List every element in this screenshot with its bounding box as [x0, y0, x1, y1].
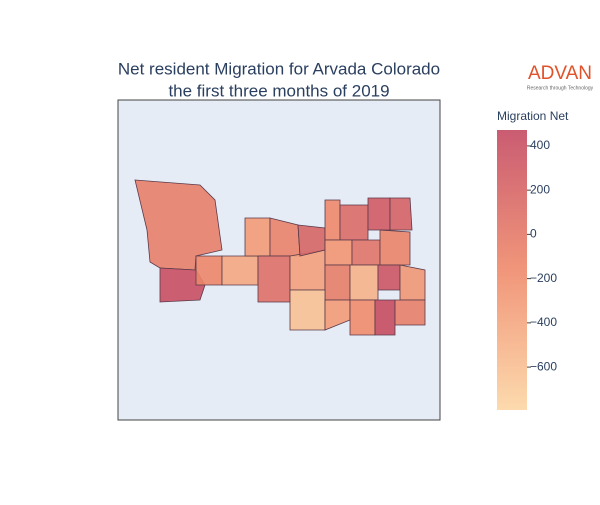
region: [289, 289, 326, 331]
logo-tagline: Research through Technology: [527, 85, 594, 91]
region: [349, 264, 379, 301]
logo: ADVAN: [528, 63, 592, 84]
colorbar-tick-label: −600: [530, 359, 557, 373]
region: [257, 255, 291, 303]
colorbar-title: Migration Net: [497, 109, 569, 123]
colorbar-tick-label: 400: [530, 138, 550, 152]
region: [349, 299, 376, 336]
region: [289, 249, 326, 291]
colorbar-tick-label: 200: [530, 182, 550, 196]
region: [324, 199, 341, 241]
region: [324, 264, 351, 301]
chart-title: the first three months of 2019: [168, 81, 389, 100]
region: [351, 239, 381, 266]
region: [134, 179, 223, 271]
region: [389, 197, 413, 231]
region: [367, 197, 391, 231]
region: [379, 229, 411, 266]
colorbar: [497, 130, 527, 410]
region: [374, 299, 396, 336]
region: [297, 224, 326, 257]
region: [244, 217, 271, 257]
region: [221, 255, 259, 286]
region: [399, 264, 426, 301]
chart-title: Net resident Migration for Arvada Colora…: [118, 59, 440, 78]
colorbar-tick-label: 0: [530, 227, 537, 241]
colorbar-tick-label: −400: [530, 315, 557, 329]
region: [339, 204, 369, 241]
region: [159, 267, 206, 303]
region: [377, 264, 401, 291]
region: [324, 239, 353, 266]
region: [394, 299, 426, 326]
colorbar-tick-label: −200: [530, 271, 557, 285]
region: [195, 255, 223, 286]
